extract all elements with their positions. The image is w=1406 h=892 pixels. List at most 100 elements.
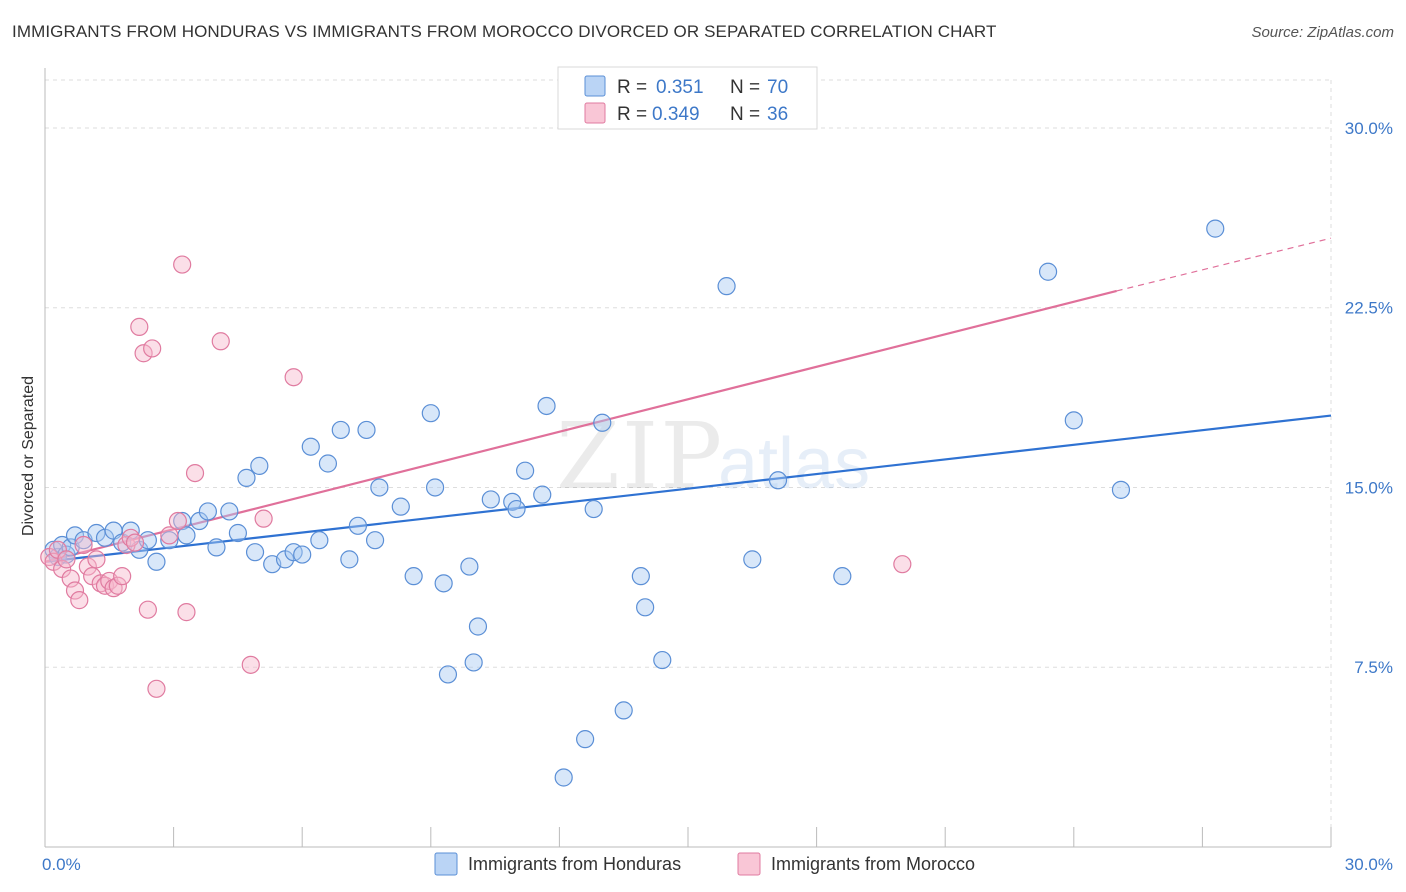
morocco-point-29 bbox=[177, 603, 196, 622]
watermark-atlas: atlas bbox=[718, 424, 870, 504]
honduras-point-41 bbox=[421, 404, 440, 423]
morocco-point-33 bbox=[254, 509, 273, 528]
honduras-point-65 bbox=[833, 567, 852, 586]
honduras-point-38 bbox=[370, 478, 389, 497]
morocco-point-6 bbox=[65, 581, 85, 600]
honduras-point-32 bbox=[318, 454, 338, 473]
trend-lines bbox=[44, 237, 1332, 563]
honduras-point-24 bbox=[245, 543, 265, 562]
morocco-point-17 bbox=[113, 567, 132, 586]
morocco-point-5 bbox=[61, 569, 80, 588]
honduras-trend-line bbox=[44, 414, 1332, 563]
honduras-point-40 bbox=[404, 567, 423, 586]
legend-r-label-morocco: R = bbox=[617, 104, 647, 125]
bottom-legend-swatch-honduras bbox=[434, 852, 458, 876]
honduras-point-48 bbox=[481, 490, 500, 509]
honduras-point-29 bbox=[293, 545, 312, 564]
honduras-point-22 bbox=[228, 523, 247, 543]
morocco-point-27 bbox=[168, 511, 187, 531]
morocco-trend-line bbox=[44, 289, 1117, 563]
morocco-points bbox=[40, 255, 912, 698]
morocco-trend-extension bbox=[1116, 237, 1332, 292]
morocco-point-35 bbox=[893, 555, 912, 574]
morocco-point-22 bbox=[134, 344, 153, 363]
legend-n-value-morocco: 36 bbox=[767, 104, 788, 125]
honduras-point-58 bbox=[614, 701, 633, 720]
honduras-point-67 bbox=[1064, 411, 1083, 430]
honduras-point-66 bbox=[1038, 262, 1058, 281]
honduras-point-47 bbox=[468, 617, 488, 636]
morocco-point-26 bbox=[160, 526, 179, 545]
honduras-point-60 bbox=[636, 598, 655, 617]
y-tick-label-3: 30.0% bbox=[1345, 119, 1393, 138]
honduras-point-35 bbox=[348, 516, 368, 535]
morocco-point-16 bbox=[108, 576, 127, 595]
morocco-point-23 bbox=[138, 600, 157, 619]
bottom-legend-label-morocco: Immigrants from Morocco bbox=[771, 854, 975, 874]
morocco-point-11 bbox=[87, 550, 106, 569]
honduras-point-53 bbox=[537, 396, 556, 416]
morocco-point-20 bbox=[125, 533, 145, 552]
morocco-point-7 bbox=[70, 591, 89, 610]
honduras-point-62 bbox=[717, 277, 736, 296]
morocco-point-25 bbox=[147, 679, 166, 698]
y-tick-label-2: 22.5% bbox=[1345, 299, 1393, 318]
honduras-point-54 bbox=[554, 768, 573, 787]
bottom-legend-swatch-morocco bbox=[737, 852, 761, 876]
honduras-point-21 bbox=[220, 502, 239, 521]
honduras-point-33 bbox=[331, 420, 350, 440]
y-axis-label: Divorced or Separated bbox=[20, 376, 37, 536]
honduras-point-15 bbox=[160, 531, 179, 550]
y-tick-label-1: 15.0% bbox=[1345, 478, 1393, 497]
morocco-point-30 bbox=[185, 463, 205, 483]
legend-n-label-honduras: N = bbox=[730, 77, 760, 98]
morocco-point-34 bbox=[284, 368, 303, 387]
honduras-point-61 bbox=[653, 650, 672, 670]
honduras-point-63 bbox=[743, 550, 762, 569]
honduras-point-46 bbox=[464, 653, 483, 672]
honduras-point-30 bbox=[301, 437, 320, 456]
legend-n-value-honduras: 70 bbox=[767, 77, 788, 98]
honduras-point-68 bbox=[1111, 480, 1131, 499]
bottom-legend-label-honduras: Immigrants from Honduras bbox=[468, 854, 681, 874]
honduras-point-51 bbox=[516, 461, 535, 480]
honduras-point-52 bbox=[533, 485, 552, 504]
honduras-point-64 bbox=[768, 471, 788, 490]
honduras-point-42 bbox=[425, 478, 445, 497]
honduras-point-14 bbox=[147, 552, 166, 571]
honduras-point-59 bbox=[631, 567, 650, 586]
legend: R = 0.351 N = 70 R = 0.349 N = 36 bbox=[557, 66, 818, 130]
honduras-point-43 bbox=[434, 574, 453, 593]
legend-r-label-honduras: R = bbox=[617, 77, 647, 98]
honduras-point-23 bbox=[237, 468, 256, 487]
honduras-point-36 bbox=[357, 420, 376, 440]
legend-r-value-morocco: 0.349 bbox=[652, 104, 700, 125]
morocco-point-21 bbox=[130, 317, 149, 336]
watermark: ZIP atlas bbox=[556, 403, 870, 510]
morocco-point-32 bbox=[241, 655, 260, 674]
y-tick-label-0: 7.5% bbox=[1354, 658, 1393, 677]
morocco-point-8 bbox=[74, 535, 93, 555]
morocco-point-31 bbox=[211, 332, 230, 351]
honduras-point-31 bbox=[310, 531, 329, 550]
honduras-point-25 bbox=[250, 456, 269, 475]
honduras-point-34 bbox=[340, 550, 359, 569]
honduras-point-39 bbox=[391, 497, 410, 516]
legend-n-label-morocco: N = bbox=[730, 104, 760, 125]
bottom-legend: Immigrants from Honduras Immigrants from… bbox=[434, 852, 975, 876]
morocco-point-28 bbox=[173, 255, 192, 274]
legend-swatch-honduras bbox=[584, 75, 606, 97]
honduras-point-44 bbox=[438, 665, 458, 684]
honduras-point-19 bbox=[198, 502, 217, 521]
honduras-point-55 bbox=[576, 730, 595, 749]
axes bbox=[44, 68, 1332, 848]
legend-swatch-morocco bbox=[584, 102, 606, 124]
x-tick-label-left: 0.0% bbox=[42, 855, 81, 874]
honduras-point-69 bbox=[1206, 219, 1225, 238]
tick-labels: 7.5% 15.0% 22.5% 30.0% 0.0% 30.0% bbox=[42, 119, 1393, 874]
chart-title: IMMIGRANTS FROM HONDURAS VS IMMIGRANTS F… bbox=[12, 22, 997, 41]
honduras-point-37 bbox=[365, 531, 385, 550]
honduras-point-45 bbox=[460, 557, 479, 576]
watermark-zip: ZIP bbox=[556, 403, 724, 510]
